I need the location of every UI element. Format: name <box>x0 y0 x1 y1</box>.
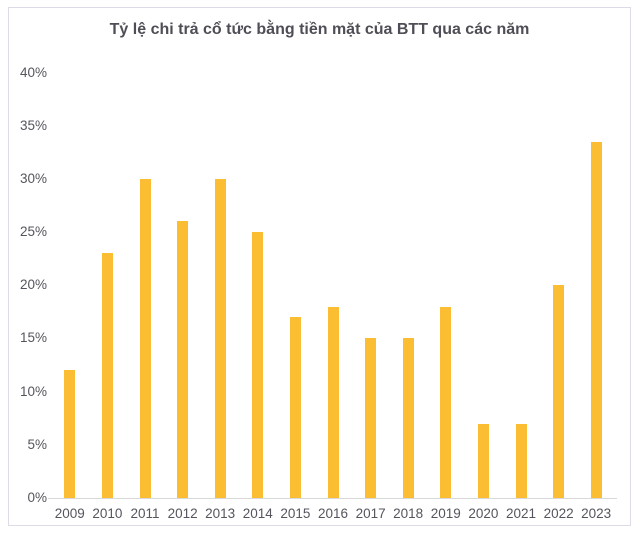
bar-2014 <box>252 232 264 498</box>
x-tick-label-2018: 2018 <box>393 506 424 521</box>
chart-frame: Tỷ lệ chi trả cổ tức bằng tiền mặt của B… <box>8 7 631 526</box>
x-tick-label-2020: 2020 <box>468 506 499 521</box>
y-tick-label-35: 35% <box>19 117 47 133</box>
x-tick-label-2014: 2014 <box>242 506 273 521</box>
x-tick-label-2016: 2016 <box>317 506 348 521</box>
bar-2023 <box>590 141 602 498</box>
bar-2016 <box>327 306 339 498</box>
bar-2020 <box>477 423 489 498</box>
x-tick-label-2012: 2012 <box>167 506 198 521</box>
bar-2017 <box>365 338 377 498</box>
chart-title: Tỷ lệ chi trả cổ tức bằng tiền mặt của B… <box>109 21 530 38</box>
y-tick-label-10: 10% <box>19 383 47 399</box>
x-tick-label-2010: 2010 <box>92 506 123 521</box>
y-tick-label-20: 20% <box>19 277 47 293</box>
bar-2009 <box>64 370 76 498</box>
bar-2022 <box>553 285 565 498</box>
bar-2021 <box>515 423 527 498</box>
bar-2013 <box>214 178 226 498</box>
bar-2019 <box>440 306 452 498</box>
y-tick-label-15: 15% <box>19 330 47 346</box>
bar-2015 <box>289 317 301 498</box>
bar-2018 <box>402 338 414 498</box>
x-tick-label-2021: 2021 <box>505 506 536 521</box>
x-tick-label-2019: 2019 <box>430 506 461 521</box>
x-tick-label-2015: 2015 <box>280 506 311 521</box>
x-tick-label-2011: 2011 <box>130 506 160 521</box>
x-tick-label-2013: 2013 <box>205 506 236 521</box>
y-tick-label-5: 5% <box>27 436 47 452</box>
y-tick-label-30: 30% <box>19 170 47 186</box>
bar-2011 <box>139 178 151 498</box>
x-tick-label-2023: 2023 <box>581 506 612 521</box>
x-axis-line <box>48 498 617 499</box>
x-tick-label-2022: 2022 <box>543 506 574 521</box>
bar-2010 <box>101 253 113 498</box>
y-tick-label-25: 25% <box>19 224 47 240</box>
x-tick-label-2017: 2017 <box>355 506 386 521</box>
bar-2012 <box>177 221 189 498</box>
y-tick-label-40: 40% <box>19 64 47 80</box>
x-tick-label-2009: 2009 <box>54 506 85 521</box>
y-tick-label-0: 0% <box>27 490 47 505</box>
